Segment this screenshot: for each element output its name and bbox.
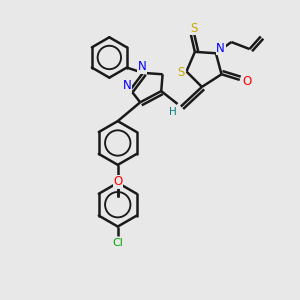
- Text: Cl: Cl: [112, 238, 123, 248]
- Text: N: N: [123, 79, 131, 92]
- Text: O: O: [242, 75, 251, 88]
- Text: S: S: [178, 66, 185, 79]
- Text: H: H: [169, 107, 177, 117]
- Text: S: S: [190, 22, 197, 34]
- Text: N: N: [216, 42, 225, 55]
- Text: N: N: [138, 60, 146, 73]
- Text: O: O: [113, 175, 122, 188]
